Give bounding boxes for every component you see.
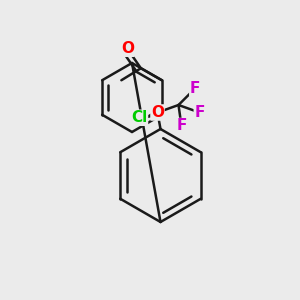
Text: F: F [176, 118, 187, 134]
Text: Cl: Cl [131, 110, 148, 125]
Text: F: F [194, 105, 205, 120]
Text: F: F [190, 81, 200, 96]
Text: O: O [121, 41, 134, 56]
Text: O: O [151, 105, 164, 120]
